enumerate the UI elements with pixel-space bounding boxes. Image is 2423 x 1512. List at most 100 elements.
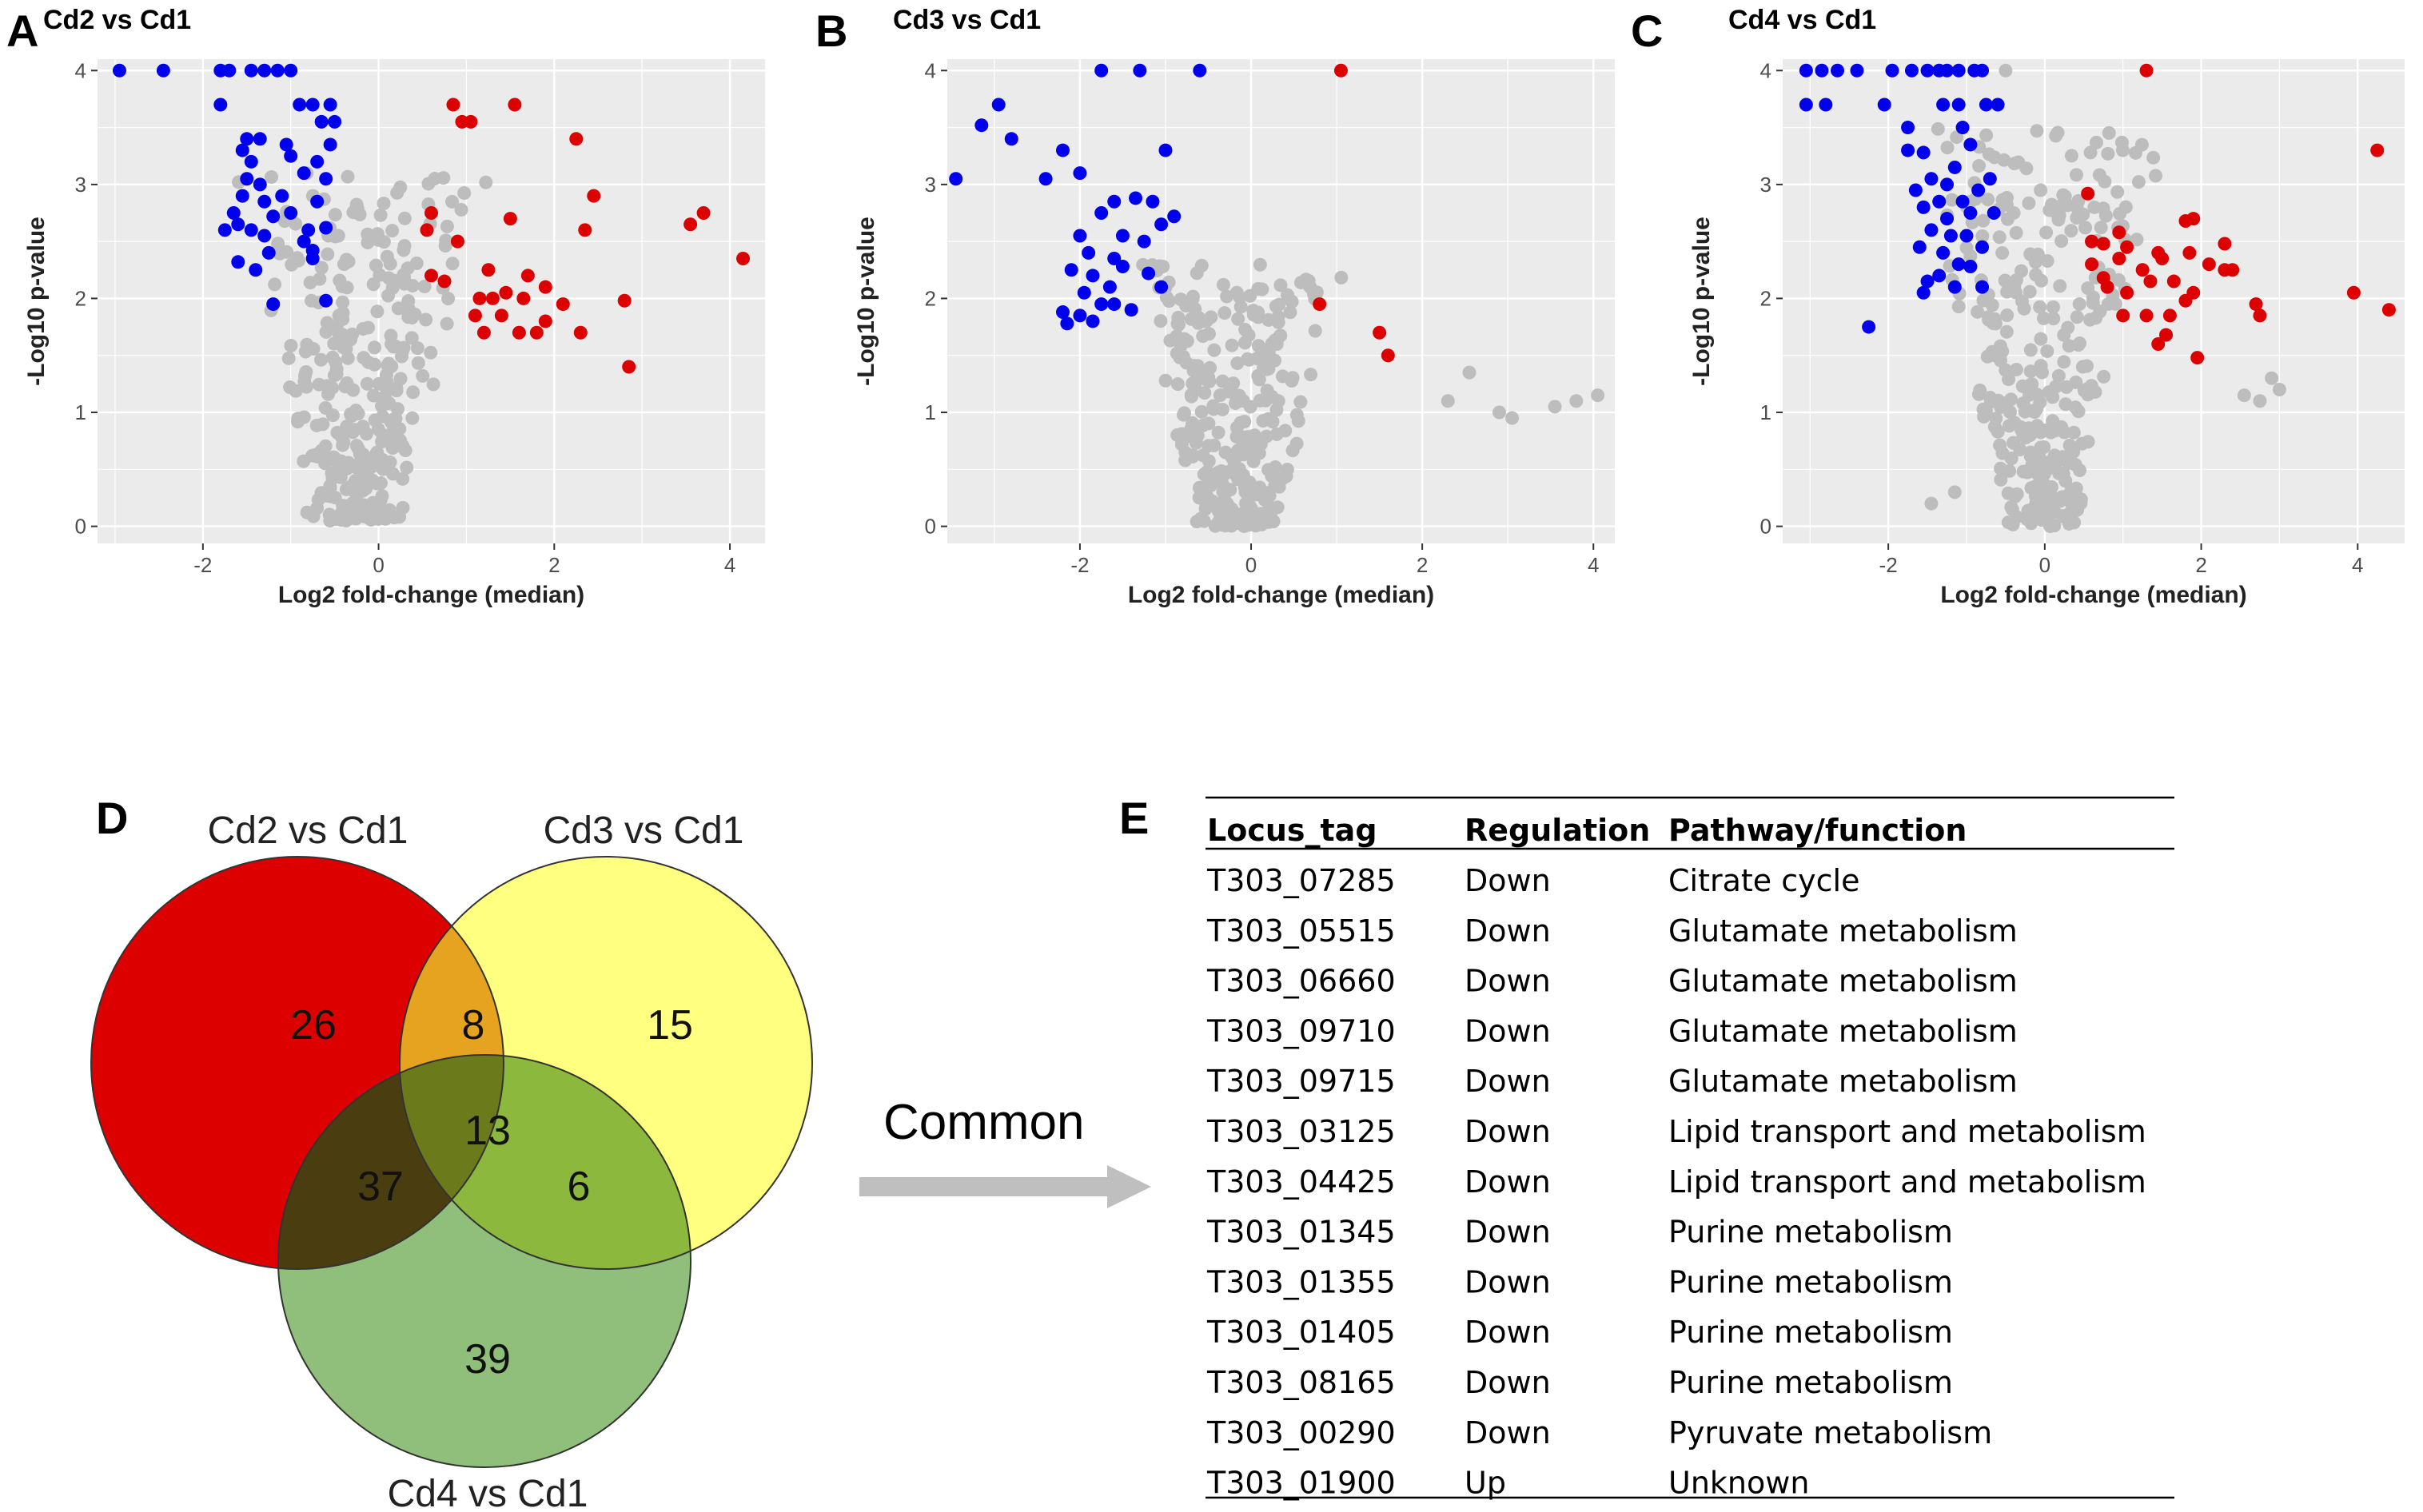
data-point-not-significant [361, 235, 375, 249]
table-cell: Purine metabolism [1668, 1215, 1953, 1250]
data-point-not-significant [1462, 365, 1477, 380]
data-point-down [1877, 97, 1891, 112]
data-point-not-significant [1188, 302, 1202, 316]
data-point-not-significant [339, 253, 353, 267]
data-point-not-significant [2022, 284, 2037, 299]
data-point-not-significant [445, 257, 460, 271]
table-cell: T303_03125 [1206, 1114, 1396, 1149]
data-point-not-significant [406, 385, 420, 400]
data-point-not-significant [2070, 201, 2084, 215]
venn-count-cd4-only: 39 [464, 1336, 511, 1383]
data-point-not-significant [2110, 185, 2125, 199]
data-point-not-significant [439, 233, 453, 248]
data-point-down [319, 221, 333, 235]
data-point-not-significant [1225, 519, 1239, 533]
table-cell: Up [1465, 1466, 1506, 1501]
data-point-down [1815, 63, 1829, 78]
data-point-up [424, 205, 438, 220]
data-point-down [1943, 229, 1958, 243]
data-point-not-significant [1216, 277, 1230, 292]
plot-title: Cd3 vs Cd1 [893, 5, 1041, 35]
data-point-up [2085, 234, 2099, 249]
plot-background [98, 59, 765, 543]
y-axis-label: -Log10 p-value [1688, 217, 1715, 386]
data-point-up [2081, 186, 2095, 201]
data-point-not-significant [2078, 221, 2093, 235]
data-point-down [1947, 160, 1962, 174]
data-point-up [2218, 237, 2232, 251]
data-point-not-significant [2082, 312, 2097, 327]
data-point-down [1916, 200, 1931, 214]
data-point-not-significant [325, 350, 340, 364]
table-cell: Down [1465, 1114, 1551, 1149]
data-point-up [516, 291, 531, 305]
data-point-not-significant [411, 356, 425, 370]
panel-letter-b: B [815, 6, 847, 56]
data-point-up [538, 314, 552, 328]
data-point-not-significant [2039, 225, 2054, 240]
panel-a: A Cd2 vs Cd1 -2 0 2 4 0 1 2 3 4 Log2 fold-change (… [6, 5, 765, 608]
data-point-not-significant [297, 454, 311, 468]
data-point-not-significant [1271, 309, 1285, 324]
data-point-up [2143, 274, 2158, 288]
data-point-up [683, 217, 698, 232]
data-point-not-significant [1995, 446, 2010, 460]
venn-outline-cd3 [399, 856, 813, 1270]
table-row: T303_09710 Down Glutamate metabolism [1206, 1013, 2018, 1048]
data-point-down [1167, 209, 1182, 224]
data-point-not-significant [2101, 146, 2115, 161]
data-point-not-significant [2022, 196, 2036, 210]
data-point-not-significant [2006, 517, 2020, 531]
x-tick-label: 2 [1417, 553, 1428, 577]
data-point-not-significant [1253, 480, 1267, 495]
data-point-not-significant [1441, 394, 1455, 408]
data-point-not-significant [1976, 213, 1991, 228]
data-point-not-significant [479, 175, 493, 189]
venn-count-cd2-cd3: 8 [462, 1002, 485, 1048]
data-point-not-significant [1293, 395, 1308, 409]
data-point-down [323, 137, 337, 152]
data-point-not-significant [1279, 469, 1293, 483]
data-point-up [2253, 308, 2267, 323]
table-cell: T303_00290 [1206, 1415, 1396, 1450]
data-point-down [1924, 172, 1939, 186]
data-point-not-significant [386, 467, 401, 481]
data-point-not-significant [358, 475, 373, 489]
data-point-not-significant [314, 444, 329, 458]
data-point-not-significant [1984, 395, 1999, 409]
data-point-not-significant [2023, 377, 2038, 392]
data-point-not-significant [359, 427, 373, 441]
data-point-not-significant [318, 400, 333, 415]
y-axis-label: -Log10 p-value [853, 217, 879, 386]
data-point-not-significant [1262, 489, 1277, 503]
data-point-not-significant [1269, 427, 1284, 441]
data-point-not-significant [361, 355, 376, 369]
data-point-not-significant [405, 411, 420, 425]
table-row: T303_08165 Down Purine metabolism [1206, 1365, 1953, 1400]
data-point-not-significant [344, 407, 358, 421]
data-point-not-significant [1273, 278, 1288, 292]
data-point-not-significant [1198, 386, 1212, 400]
data-point-not-significant [290, 251, 305, 265]
data-point-not-significant [380, 249, 394, 264]
data-point-down [1094, 297, 1109, 312]
data-point-not-significant [1283, 305, 1297, 320]
data-point-up [1313, 297, 1327, 312]
data-point-not-significant [2035, 365, 2050, 380]
data-point-not-significant [2096, 201, 2110, 216]
table-cell: Pyruvate metabolism [1668, 1415, 1992, 1450]
data-point-up [2139, 63, 2154, 78]
data-point-not-significant [1242, 352, 1257, 367]
data-point-not-significant [280, 245, 294, 259]
data-point-down [1983, 172, 1997, 186]
venn-label-cd4: Cd4 vs Cd1 [388, 1473, 588, 1512]
data-point-not-significant [1180, 334, 1194, 348]
data-point-down [222, 63, 237, 78]
data-point-not-significant [2024, 404, 2038, 418]
data-point-not-significant [2024, 516, 2038, 531]
data-point-down [1987, 205, 2001, 220]
data-point-not-significant [2008, 285, 2022, 300]
y-tick-label: 4 [925, 58, 936, 82]
data-point-not-significant [2054, 234, 2069, 249]
data-point-not-significant [454, 203, 468, 217]
